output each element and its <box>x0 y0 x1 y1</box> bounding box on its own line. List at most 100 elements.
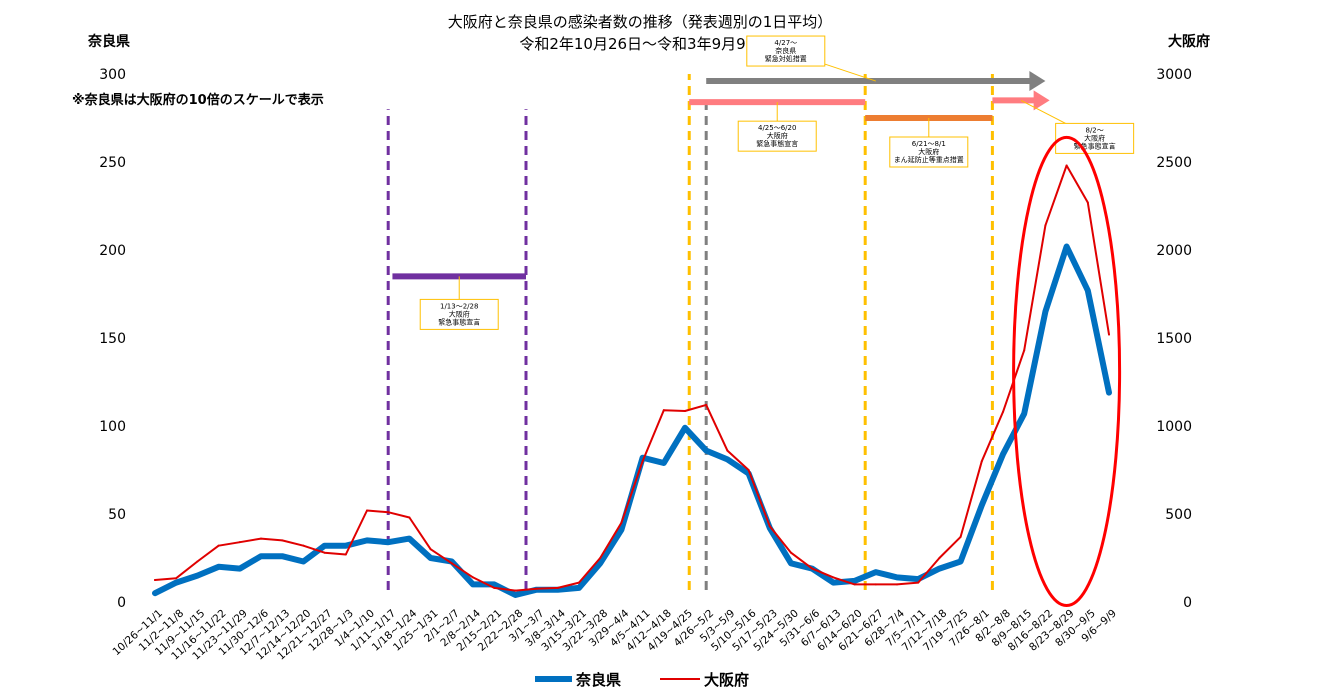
data-point-nara <box>704 448 709 453</box>
data-point-nara <box>153 591 157 596</box>
data-point-osaka <box>684 410 686 413</box>
data-point-nara <box>1107 390 1111 395</box>
data-point-nara <box>343 543 348 548</box>
data-point-osaka <box>1023 349 1026 352</box>
data-point-nara <box>428 556 433 560</box>
data-point-nara <box>789 561 793 566</box>
data-point-nara <box>1085 288 1090 293</box>
period-note-text: 緊急対処措置 <box>765 54 807 63</box>
data-point-osaka <box>1086 201 1089 204</box>
data-point-nara <box>598 561 603 566</box>
data-point-osaka <box>535 587 538 590</box>
period-arrow-head <box>1029 71 1046 92</box>
data-point-osaka <box>811 567 814 570</box>
period-arrow-head <box>1033 90 1050 111</box>
right-tick-label: 2000 <box>1156 243 1192 259</box>
data-point-osaka <box>726 449 729 452</box>
chart-title: 大阪府と奈良県の感染者数の推移（発表週別の1日平均） 令和2年10月26日～令和… <box>448 13 833 53</box>
data-point-nara <box>873 570 878 575</box>
period-note-text: 大阪府 <box>449 309 470 318</box>
period-note-text: 奈良県 <box>775 46 796 55</box>
data-point-nara <box>683 425 687 430</box>
data-point-osaka <box>641 460 644 463</box>
data-point-nara <box>1043 309 1048 314</box>
data-point-osaka <box>1108 333 1110 336</box>
data-point-osaka <box>768 525 771 528</box>
right-tick-label: 3000 <box>1156 67 1192 83</box>
series-line-nara <box>152 243 1112 598</box>
data-point-osaka <box>556 586 559 589</box>
data-point-osaka <box>387 511 390 514</box>
data-point-osaka <box>705 403 708 406</box>
period-note-text: まん延防止等重点措置 <box>894 155 964 164</box>
data-point-osaka <box>917 581 920 584</box>
data-point-osaka <box>514 589 517 592</box>
data-point-nara <box>174 580 179 585</box>
data-point-osaka <box>620 521 623 524</box>
data-point-osaka <box>662 409 665 412</box>
left-tick-label: 300 <box>99 67 126 83</box>
data-point-osaka <box>578 581 580 584</box>
data-point-osaka <box>154 579 156 581</box>
data-point-nara <box>895 575 899 580</box>
data-point-nara <box>852 578 857 583</box>
period-note-box <box>746 35 826 67</box>
left-tick-label: 0 <box>117 595 126 611</box>
data-point-nara <box>1064 244 1069 249</box>
data-point-osaka <box>323 551 326 554</box>
chart-title-line-2: 令和2年10月26日～令和3年9月9日 <box>519 35 760 53</box>
data-point-osaka <box>175 577 178 580</box>
data-point-nara <box>619 527 624 532</box>
series-line-osaka <box>154 164 1110 592</box>
data-point-osaka <box>344 553 347 556</box>
data-point-nara <box>1001 452 1005 457</box>
period-note-text: 4/27～ <box>774 39 797 47</box>
data-point-nara <box>407 536 412 541</box>
period-note-text: 4/25～6/20 <box>758 124 796 132</box>
left-tick-label: 100 <box>99 419 126 435</box>
highlight-ellipse-shape <box>1012 135 1122 608</box>
data-point-nara <box>237 566 242 571</box>
legend-label-nara: 奈良県 <box>575 671 621 689</box>
right-tick-label: 500 <box>1165 507 1192 523</box>
x-axis-ticks: 10/26~11/111/2~11/811/9~11/1511/16~11/22… <box>110 607 1119 663</box>
data-point-osaka <box>980 460 983 463</box>
data-point-nara <box>386 540 391 545</box>
data-point-nara <box>365 538 369 543</box>
right-axis-label: 大阪府 <box>1168 33 1210 50</box>
data-point-nara <box>471 582 475 587</box>
scale-note: ※奈良県は大阪府の10倍のスケールで表示 <box>72 92 324 108</box>
left-tick-label: 200 <box>99 243 126 259</box>
period-note-text: 緊急事態宣言 <box>756 139 798 148</box>
data-point-osaka <box>874 583 877 586</box>
data-point-nara <box>216 564 221 569</box>
data-point-osaka <box>1002 410 1004 413</box>
right-tick-label: 2500 <box>1156 155 1192 171</box>
period-note-text: 8/2～ <box>1086 126 1104 134</box>
data-point-nara <box>259 554 263 559</box>
data-point-osaka <box>238 541 241 544</box>
data-point-osaka <box>1044 224 1047 227</box>
data-point-nara <box>195 573 200 578</box>
data-point-nara <box>831 580 836 585</box>
legend: 奈良県 大阪府 <box>535 671 749 689</box>
data-point-osaka <box>366 509 368 512</box>
period-note-text: 1/13～2/28 <box>440 302 478 310</box>
right-tick-label: 0 <box>1183 595 1192 611</box>
data-point-osaka <box>853 583 856 586</box>
data-point-osaka <box>429 548 432 551</box>
period-note-text: 大阪府 <box>1084 133 1105 142</box>
data-point-osaka <box>493 586 496 589</box>
data-point-osaka <box>450 562 453 565</box>
data-point-osaka <box>790 551 792 554</box>
data-point-osaka <box>959 535 962 538</box>
data-point-osaka <box>472 576 474 579</box>
right-tick-label: 1500 <box>1156 331 1192 347</box>
data-point-osaka <box>747 469 750 471</box>
legend-label-osaka: 大阪府 <box>704 671 749 689</box>
left-axis-label: 奈良県 <box>87 33 130 50</box>
data-point-nara <box>661 460 666 465</box>
data-point-osaka <box>260 537 262 540</box>
left-tick-label: 150 <box>99 331 126 347</box>
data-point-osaka <box>938 557 941 559</box>
